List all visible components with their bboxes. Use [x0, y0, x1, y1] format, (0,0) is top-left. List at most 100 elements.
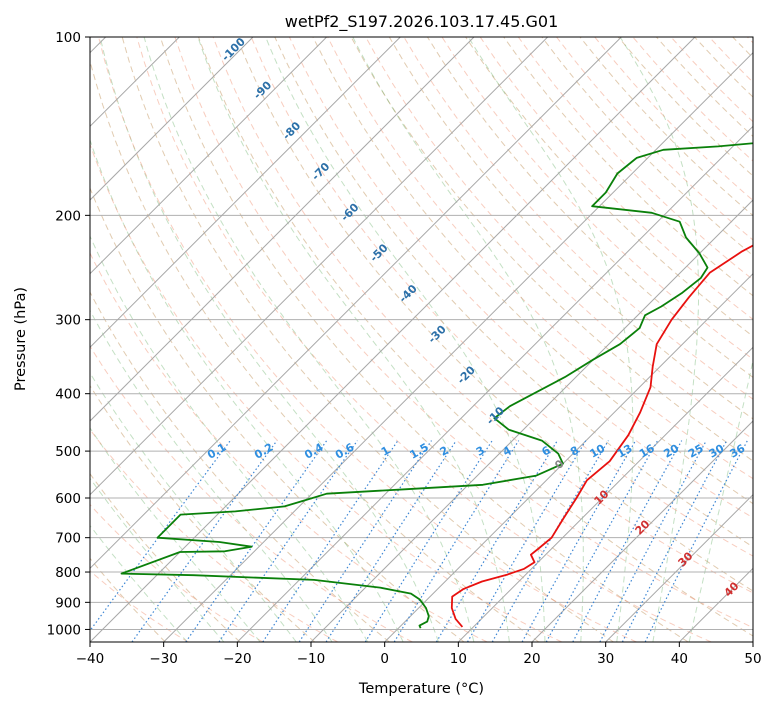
moist-adiabat	[90, 371, 297, 642]
x-tick-label: 10	[450, 651, 467, 667]
theta-e-line	[174, 37, 753, 629]
isotherm	[384, 272, 753, 642]
moist-adiabat	[90, 524, 188, 642]
mixing-ratio-line	[185, 440, 328, 642]
mixing-ratio-line	[572, 440, 683, 642]
theta-e-line	[90, 428, 338, 642]
isotherm	[90, 37, 622, 570]
x-tick-label: 40	[671, 651, 688, 667]
moist-adiabat	[352, 37, 584, 642]
dry-adiabat	[426, 37, 753, 378]
isotherm	[163, 51, 753, 642]
dry-adiabat	[503, 37, 753, 297]
dry-adiabat	[465, 37, 753, 338]
y-tick-label: 300	[55, 313, 81, 329]
dry-adiabat	[90, 186, 465, 642]
dry-adiabat	[90, 291, 390, 642]
x-tick-label: 50	[744, 651, 761, 667]
theta-e-line	[212, 37, 753, 594]
x-tick-label: −30	[149, 651, 178, 667]
theta-e-line	[441, 37, 753, 360]
theta-e-line	[90, 251, 488, 642]
moist-adiabat	[197, 37, 510, 642]
theta-e-line	[479, 37, 753, 321]
isotherm	[236, 125, 753, 642]
isotherm	[531, 420, 753, 642]
dry-adiabat	[236, 37, 753, 592]
mixing-ratio-line	[131, 440, 278, 642]
theta-e-line	[90, 345, 413, 642]
y-tick-label: 800	[55, 565, 81, 581]
pressure-grid	[90, 37, 753, 630]
chart-title: wetPf2_S197.2026.103.17.45.G01	[285, 12, 559, 32]
y-tick-label: 400	[55, 387, 81, 403]
dry-adiabat	[90, 472, 241, 642]
theta-e-line	[250, 37, 753, 557]
y-tick-label: 500	[55, 444, 81, 460]
isotherm	[605, 493, 753, 642]
theta-e-line	[98, 37, 637, 642]
profile-series	[120, 142, 753, 629]
isotherms	[90, 37, 753, 642]
theta-e-line	[90, 570, 189, 642]
isotherm	[90, 37, 401, 349]
moist-adiabat	[265, 37, 546, 642]
mixing-ratio-lines	[90, 440, 748, 642]
dry-adiabat	[274, 37, 753, 548]
y-axis-title: Pressure (hPa)	[13, 287, 29, 391]
moist-adiabat	[90, 427, 261, 642]
dry-adiabat	[90, 384, 316, 642]
theta-e-line	[403, 37, 753, 400]
dry-adiabat	[350, 37, 753, 462]
dry-adiabat	[90, 59, 540, 642]
isotherm	[90, 37, 328, 275]
moist-adiabat	[90, 477, 225, 642]
isotherm	[90, 37, 696, 642]
y-tick-label: 900	[55, 595, 81, 611]
theta-e-line	[288, 37, 753, 519]
isotherm	[457, 346, 753, 642]
x-tick-label: 0	[380, 651, 389, 667]
isotherm	[90, 37, 549, 496]
x-tick-label: 20	[523, 651, 540, 667]
x-axis-title: Temperature (°C)	[358, 681, 484, 697]
moist-adiabat	[143, 37, 475, 642]
theta-e-line	[90, 142, 563, 642]
dry-adiabat	[388, 37, 753, 420]
y-tick-label: 1000	[47, 622, 81, 638]
dry-adiabat	[121, 37, 614, 642]
x-tick-label: −40	[76, 651, 105, 667]
isotherm	[310, 199, 753, 642]
dewpoint-profile	[120, 142, 753, 629]
mixing-ratio-line	[262, 440, 399, 642]
mixing-ratio-line	[435, 440, 558, 642]
moist-adiabat	[99, 37, 439, 642]
mixing-ratio-line	[298, 440, 432, 642]
mixing-ratio-line	[644, 440, 748, 642]
plot-frame	[89, 36, 754, 643]
moist-adiabat	[688, 358, 753, 642]
temperature-profile	[450, 244, 753, 628]
mixing-ratio-line	[364, 440, 493, 642]
moist-adiabat	[619, 37, 699, 642]
y-tick-label: 600	[55, 491, 81, 507]
moist-adiabat	[90, 138, 404, 642]
y-tick-label: 100	[55, 30, 81, 46]
mixing-ratio-line	[521, 440, 637, 642]
dry-adiabat	[312, 37, 753, 505]
mixing-ratio-line	[393, 440, 520, 642]
mixing-ratio-line	[466, 440, 587, 642]
x-tick-label: 30	[597, 651, 614, 667]
y-tick-label: 200	[55, 208, 81, 224]
mixing-ratio-line	[325, 440, 457, 642]
isotherm	[90, 37, 254, 201]
dry-adiabat	[159, 37, 689, 642]
mixing-ratio-line	[491, 440, 609, 642]
moist-adiabat	[90, 309, 333, 642]
isotherm	[90, 37, 475, 422]
moist-adiabat	[90, 235, 369, 642]
mixing-ratio-line	[545, 440, 659, 642]
x-tick-label: −20	[223, 651, 252, 667]
x-tick-label: −10	[297, 651, 326, 667]
